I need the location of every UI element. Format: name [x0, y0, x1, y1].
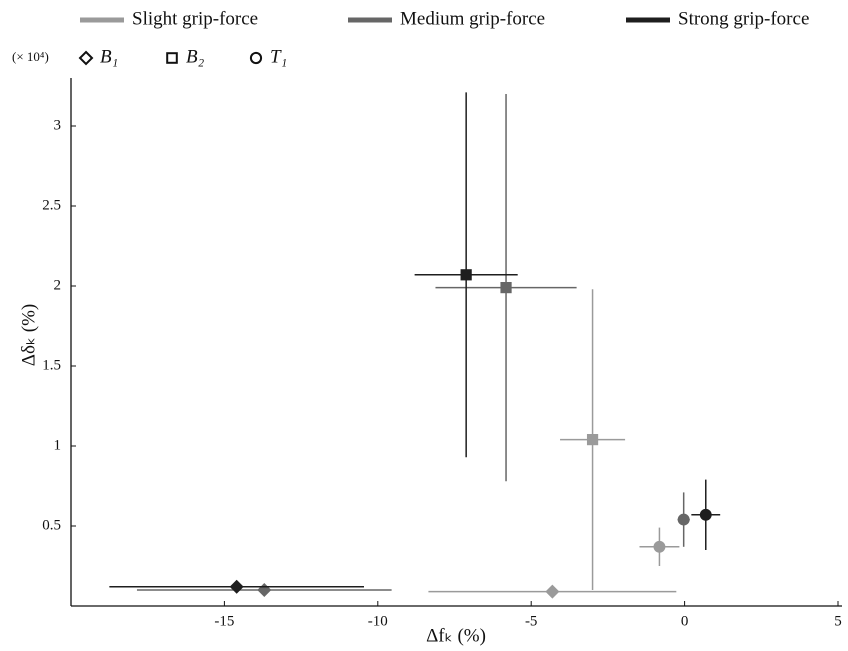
- x-tick-label: -5: [525, 613, 538, 629]
- marker: [500, 282, 512, 294]
- x-tick-label: 0: [681, 613, 689, 629]
- y-tick-label: 3: [54, 117, 62, 133]
- x-tick-label: 5: [834, 613, 842, 629]
- y-axis-label: Δδₖ (%): [18, 304, 39, 367]
- marker: [249, 51, 263, 65]
- marker: [699, 508, 712, 521]
- x-tick-label: -15: [214, 613, 234, 629]
- multiplier-label: (× 10⁴): [12, 49, 49, 64]
- y-tick-label: 1: [54, 437, 62, 453]
- y-tick-label: 2.5: [42, 197, 61, 213]
- marker: [78, 50, 94, 66]
- marker: [653, 540, 666, 553]
- y-tick-label: 1.5: [42, 357, 61, 373]
- x-axis-label: Δfₖ (%): [426, 625, 486, 646]
- legend-label: Slight grip-force: [132, 8, 258, 29]
- marker: [257, 583, 272, 597]
- x-tick-label: -10: [368, 613, 388, 629]
- marker: [545, 584, 560, 599]
- legend-label: Medium grip-force: [400, 8, 545, 29]
- marker: [460, 269, 472, 281]
- marker: [229, 579, 244, 594]
- y-tick-label: 2: [54, 277, 62, 293]
- marker-legend-label: B₁: [100, 46, 118, 67]
- legend-label: Strong grip-force: [678, 8, 809, 29]
- marker: [166, 52, 178, 64]
- marker-legend-label: T₁: [270, 46, 287, 67]
- marker: [586, 434, 599, 446]
- marker: [677, 513, 690, 526]
- marker-legend-label: B₂: [186, 46, 205, 67]
- y-tick-label: 0.5: [42, 517, 61, 533]
